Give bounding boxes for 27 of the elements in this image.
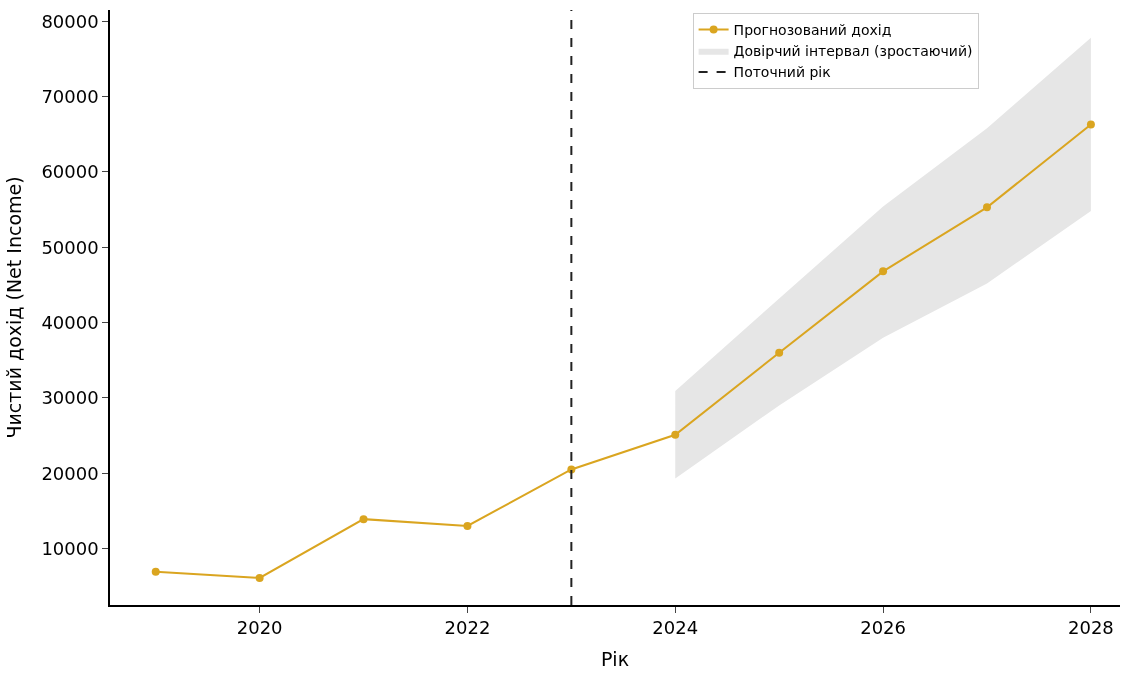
y-tick-label: 10000: [41, 537, 99, 559]
x-tick-label: 2020: [236, 617, 283, 639]
x-tick-label: 2028: [1068, 617, 1114, 639]
y-tick-label: 50000: [41, 236, 99, 258]
x-tick-label: 2024: [652, 617, 699, 639]
point: [463, 521, 472, 530]
point: [359, 515, 368, 524]
y-axis-title: Чистий дохід (Net Income): [2, 176, 25, 439]
point: [1086, 120, 1095, 129]
point: [671, 430, 680, 439]
point: [775, 348, 784, 357]
x-tick-label: 2022: [444, 617, 491, 639]
x-axis-title: Рік: [600, 647, 630, 670]
legend-label: Прогнозований дохід: [733, 22, 892, 39]
y-tick-label: 80000: [41, 10, 99, 32]
x-tick-label: 2026: [860, 617, 906, 639]
y-tick-label: 30000: [41, 387, 99, 409]
y-tick-label: 70000: [41, 85, 99, 107]
y-tick-label: 20000: [41, 462, 99, 484]
point: [255, 573, 264, 582]
y-tick-label: 60000: [41, 161, 99, 183]
point: [879, 267, 888, 276]
y-tick-label: 40000: [41, 311, 99, 333]
ref-line-label: Поточний рік: [733, 64, 831, 81]
legend-label: Довірчий інтервал (зростаючий): [733, 43, 973, 60]
point: [151, 567, 160, 576]
point: [983, 203, 991, 212]
